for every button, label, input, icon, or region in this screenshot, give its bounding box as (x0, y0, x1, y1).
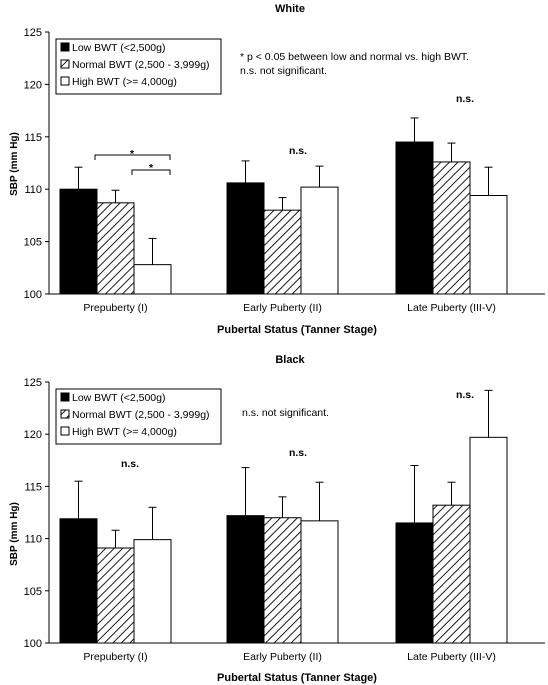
bar-low-bwt (395, 141, 434, 295)
legend-item: Low BWT (<2,500g) (60, 392, 165, 404)
legend-box (55, 38, 222, 95)
legend-item: Normal BWT (2,500 - 3,999g) (60, 59, 210, 71)
significance-bracket-outer (94, 154, 171, 160)
ns-label: n.s. (289, 447, 307, 459)
ns-note: n.s. not significant. (240, 65, 327, 77)
legend-swatch-low (60, 392, 70, 402)
legend-box (55, 388, 222, 445)
y-tick-label: 105 (24, 237, 42, 249)
bar-high-bwt (133, 264, 172, 295)
legend-swatch-high (60, 426, 70, 436)
y-axis-label: SBP (mm Hg) (9, 502, 20, 566)
panel-black: Black SBP (mm Hg) 100 105 110 115 120 125 Pre… (9, 354, 545, 684)
ns-label: n.s. (456, 389, 474, 401)
x-axis-label: Pubertal Status (Tanner Stage) (217, 672, 377, 684)
legend-label: High BWT (>= 4,000g) (72, 426, 177, 438)
bar-normal-bwt (96, 202, 135, 295)
panel-title: White (275, 3, 305, 15)
x-category-label: Early Puberty (II) (243, 302, 322, 314)
significance-star: * (149, 162, 154, 174)
legend-swatch-low (60, 42, 70, 52)
legend-label: High BWT (>= 4,000g) (72, 76, 177, 88)
y-tick-label: 100 (24, 289, 42, 301)
ns-note: n.s. not significant. (242, 407, 329, 419)
legend-item: High BWT (>= 4,000g) (60, 76, 177, 88)
legend-label: Normal BWT (2,500 - 3,999g) (72, 59, 210, 71)
bar-low-bwt (226, 182, 265, 295)
legend-label: Low BWT (<2,500g) (72, 392, 165, 404)
significance-star: * (130, 148, 135, 160)
bar-high-bwt (469, 194, 508, 295)
significance-bracket-inner (131, 169, 171, 175)
legend-item: Low BWT (<2,500g) (60, 42, 165, 54)
legend-item: Normal BWT (2,500 - 3,999g) (60, 409, 210, 421)
legend-label: Low BWT (<2,500g) (72, 42, 165, 54)
bar-normal-bwt (432, 161, 471, 295)
y-tick-label: 120 (24, 79, 42, 91)
legend-swatch-normal (60, 409, 70, 419)
bar-low-bwt (226, 515, 265, 644)
y-axis-label: SBP (mm Hg) (9, 132, 20, 196)
bar-normal-bwt (263, 209, 302, 295)
bar-low-bwt (59, 188, 98, 295)
x-category-label: Prepuberty (I) (83, 302, 147, 314)
x-category-label: Late Puberty (III-V) (407, 651, 496, 663)
bar-normal-bwt (263, 517, 302, 644)
y-tick-label: 110 (24, 534, 42, 546)
bar-low-bwt (395, 522, 434, 644)
legend: Low BWT (<2,500g) Normal BWT (2,500 - 3,… (55, 388, 222, 445)
bar-high-bwt (469, 436, 508, 644)
y-tick-label: 125 (24, 377, 42, 389)
x-category-label: Late Puberty (III-V) (407, 302, 496, 314)
legend-swatch-high (60, 76, 70, 86)
x-axis-label: Pubertal Status (Tanner Stage) (217, 324, 377, 336)
bar-high-bwt (300, 520, 339, 644)
bar-low-bwt (59, 518, 98, 644)
y-tick-label: 115 (24, 481, 42, 493)
y-tick-label: 110 (24, 184, 42, 196)
y-tick-label: 125 (24, 27, 42, 39)
y-tick-label: 100 (24, 638, 42, 650)
bar-normal-bwt (96, 547, 135, 644)
y-tick-label: 105 (24, 586, 42, 598)
x-category-label: Early Puberty (II) (243, 651, 322, 663)
x-category-label: Prepuberty (I) (83, 651, 147, 663)
panel-white: White SBP (mm Hg) 100 105 110 115 120 125 Pre… (9, 3, 545, 336)
bar-high-bwt (133, 539, 172, 644)
legend-item: High BWT (>= 4,000g) (60, 426, 177, 438)
y-tick-label: 115 (24, 132, 42, 144)
ns-label: n.s. (289, 145, 307, 157)
legend: Low BWT (<2,500g) Normal BWT (2,500 - 3,… (55, 38, 222, 95)
bar-normal-bwt (432, 504, 471, 644)
ns-label: n.s. (121, 458, 139, 470)
panel-title: Black (275, 354, 305, 366)
significance-note: * p < 0.05 between low and normal vs. hi… (240, 51, 469, 63)
legend-swatch-normal (60, 59, 70, 69)
legend-label: Normal BWT (2,500 - 3,999g) (72, 409, 210, 421)
bar-high-bwt (300, 186, 339, 295)
ns-label: n.s. (456, 93, 474, 105)
y-tick-label: 120 (24, 429, 42, 441)
